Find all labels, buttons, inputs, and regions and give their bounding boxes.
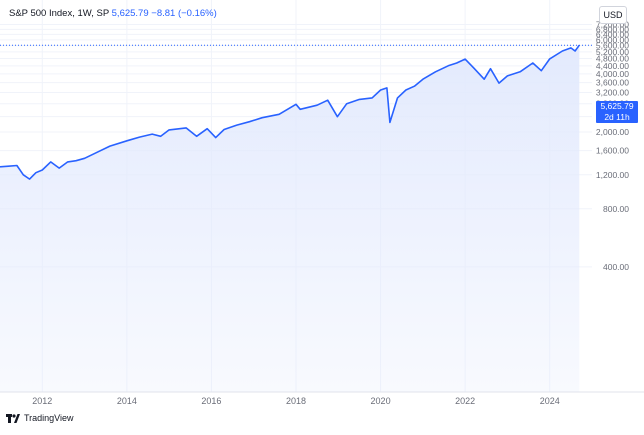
footer-brand[interactable]: TradingView <box>24 413 74 423</box>
x-tick-label: 2014 <box>117 396 137 406</box>
y-tick-label: 1,600.00 <box>596 146 629 156</box>
currency-button[interactable]: USD <box>599 6 627 24</box>
x-tick-label: 2024 <box>540 396 560 406</box>
legend-symbol: S&P 500 Index, 1W, SP <box>9 8 109 19</box>
y-tick-label: 2,000.00 <box>596 127 629 137</box>
x-tick-label: 2020 <box>371 396 391 406</box>
countdown-label: 2d 11h <box>596 112 638 123</box>
y-tick-label: 3,600.00 <box>596 78 629 88</box>
y-tick-label: 800.00 <box>603 204 629 214</box>
y-axis: 7,200.006,800.006,400.006,000.005,600.00… <box>596 20 629 272</box>
area-path <box>0 45 579 392</box>
x-axis: 2012 2014 2016 2018 2020 2022 2024 <box>0 392 644 406</box>
y-tick-label: 400.00 <box>603 262 629 272</box>
y-tick-label: 3,200.00 <box>596 88 629 98</box>
y-tick-label: 1,200.00 <box>596 170 629 180</box>
x-tick-label: 2018 <box>286 396 306 406</box>
tradingview-logo-icon[interactable] <box>6 414 20 423</box>
legend-last-value: 5,625.79 <box>112 8 149 19</box>
area-fill <box>0 45 579 392</box>
last-price-value: 5,625.79 <box>596 101 638 112</box>
last-price-tag: 5,625.79 2d 11h <box>596 101 638 123</box>
chart-legend: S&P 500 Index, 1W, SP 5,625.79 −8.81 (−0… <box>9 8 217 19</box>
footer: TradingView <box>6 413 74 423</box>
x-tick-label: 2016 <box>201 396 221 406</box>
x-tick-label: 2012 <box>32 396 52 406</box>
legend-change: −8.81 (−0.16%) <box>151 8 217 19</box>
x-tick-label: 2022 <box>455 396 475 406</box>
